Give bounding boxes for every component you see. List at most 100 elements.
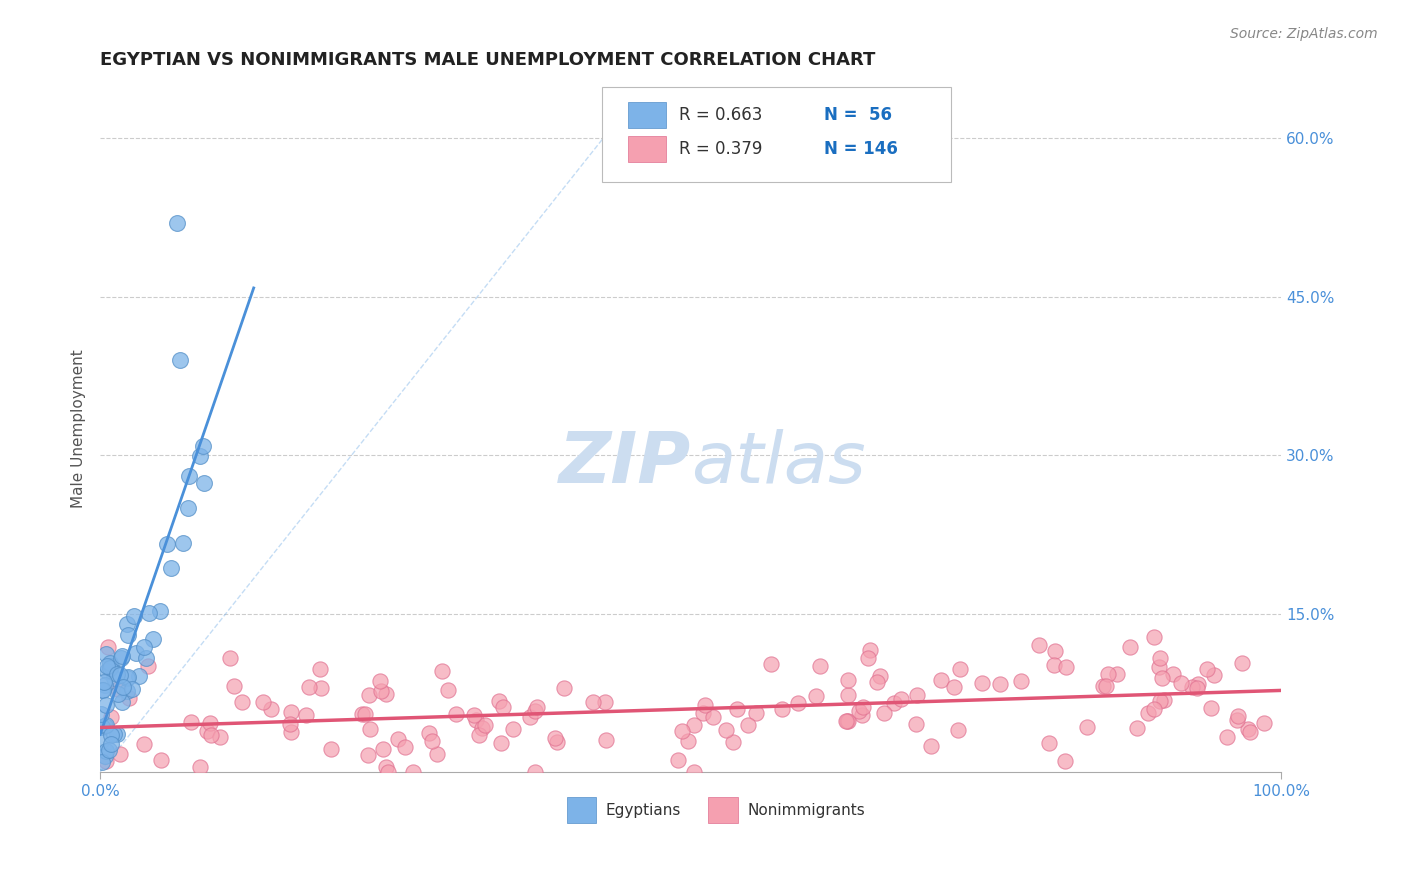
Point bbox=[1118, 640, 1140, 654]
Point bbox=[97, 640, 120, 655]
Point bbox=[107, 681, 129, 696]
Point bbox=[94, 749, 117, 764]
Point bbox=[142, 632, 165, 647]
Point bbox=[138, 606, 160, 620]
Point bbox=[523, 704, 546, 718]
Point bbox=[198, 716, 221, 731]
Point bbox=[172, 536, 194, 550]
Point bbox=[117, 670, 139, 684]
Point bbox=[112, 680, 135, 694]
Point bbox=[166, 216, 188, 230]
Point bbox=[94, 648, 117, 662]
Point bbox=[117, 628, 139, 642]
Point bbox=[471, 721, 494, 735]
Point bbox=[770, 702, 793, 716]
Point bbox=[98, 656, 121, 670]
Point bbox=[883, 696, 905, 710]
Bar bbox=[628, 136, 666, 162]
Point bbox=[1181, 680, 1204, 694]
Point bbox=[595, 733, 617, 747]
Point bbox=[231, 695, 253, 709]
Point bbox=[1185, 681, 1208, 695]
Point bbox=[692, 706, 714, 720]
Point bbox=[110, 667, 132, 681]
Point bbox=[1202, 668, 1225, 682]
Point bbox=[377, 764, 399, 779]
Point bbox=[177, 469, 200, 483]
Point bbox=[988, 676, 1011, 690]
Point bbox=[93, 678, 115, 692]
Point bbox=[134, 640, 156, 654]
Text: N = 146: N = 146 bbox=[824, 140, 898, 159]
Point bbox=[553, 681, 575, 696]
Point bbox=[474, 718, 496, 732]
Text: EGYPTIAN VS NONIMMIGRANTS MALE UNEMPLOYMENT CORRELATION CHART: EGYPTIAN VS NONIMMIGRANTS MALE UNEMPLOYM… bbox=[100, 51, 876, 69]
Point bbox=[1143, 630, 1166, 644]
Point bbox=[1150, 671, 1173, 685]
Point bbox=[1097, 667, 1119, 681]
Point bbox=[111, 695, 134, 709]
Text: Source: ZipAtlas.com: Source: ZipAtlas.com bbox=[1230, 27, 1378, 41]
Point bbox=[721, 734, 744, 748]
Point bbox=[683, 718, 706, 732]
Point bbox=[1230, 656, 1253, 670]
Point bbox=[90, 720, 112, 734]
Point bbox=[135, 651, 157, 665]
Point bbox=[169, 353, 191, 368]
Point bbox=[942, 680, 965, 694]
Point bbox=[117, 616, 139, 631]
Point bbox=[122, 608, 145, 623]
Point bbox=[492, 700, 515, 714]
Point bbox=[280, 725, 302, 739]
Point bbox=[593, 695, 616, 709]
Point bbox=[136, 658, 159, 673]
Point bbox=[295, 707, 318, 722]
Point bbox=[371, 742, 394, 756]
Point bbox=[1253, 715, 1275, 730]
Point bbox=[488, 694, 510, 708]
Point bbox=[115, 671, 138, 685]
Point bbox=[1147, 660, 1170, 674]
Text: ZIP: ZIP bbox=[558, 428, 690, 498]
Point bbox=[519, 710, 541, 724]
Text: R = 0.379: R = 0.379 bbox=[679, 140, 762, 159]
Point bbox=[252, 695, 274, 709]
Point bbox=[105, 727, 128, 741]
Point bbox=[420, 734, 443, 748]
Point bbox=[280, 705, 302, 719]
Point bbox=[489, 736, 512, 750]
Point bbox=[402, 764, 425, 779]
Text: Egyptians: Egyptians bbox=[606, 803, 681, 818]
Point bbox=[1054, 660, 1077, 674]
Point bbox=[219, 651, 242, 665]
Point bbox=[193, 439, 215, 453]
Point bbox=[309, 661, 332, 675]
Point bbox=[370, 673, 392, 688]
Point bbox=[354, 706, 377, 721]
Point bbox=[970, 676, 993, 690]
Point bbox=[177, 501, 200, 516]
Point bbox=[1028, 639, 1050, 653]
Point bbox=[666, 753, 689, 767]
Point bbox=[1237, 723, 1260, 737]
Point bbox=[370, 684, 392, 698]
Point bbox=[387, 732, 409, 747]
Point bbox=[208, 730, 231, 744]
Point bbox=[359, 722, 381, 736]
Point bbox=[394, 739, 416, 754]
Point bbox=[278, 716, 301, 731]
Point bbox=[108, 747, 131, 761]
Point bbox=[1137, 706, 1160, 720]
Point bbox=[808, 659, 831, 673]
Point bbox=[544, 731, 567, 745]
Point bbox=[90, 755, 112, 769]
Point bbox=[107, 687, 129, 701]
Point bbox=[359, 689, 381, 703]
Point bbox=[866, 674, 889, 689]
Point bbox=[873, 706, 896, 721]
Point bbox=[319, 741, 342, 756]
Point bbox=[787, 697, 810, 711]
Point bbox=[523, 764, 546, 779]
Point bbox=[180, 714, 202, 729]
Point bbox=[90, 707, 112, 722]
